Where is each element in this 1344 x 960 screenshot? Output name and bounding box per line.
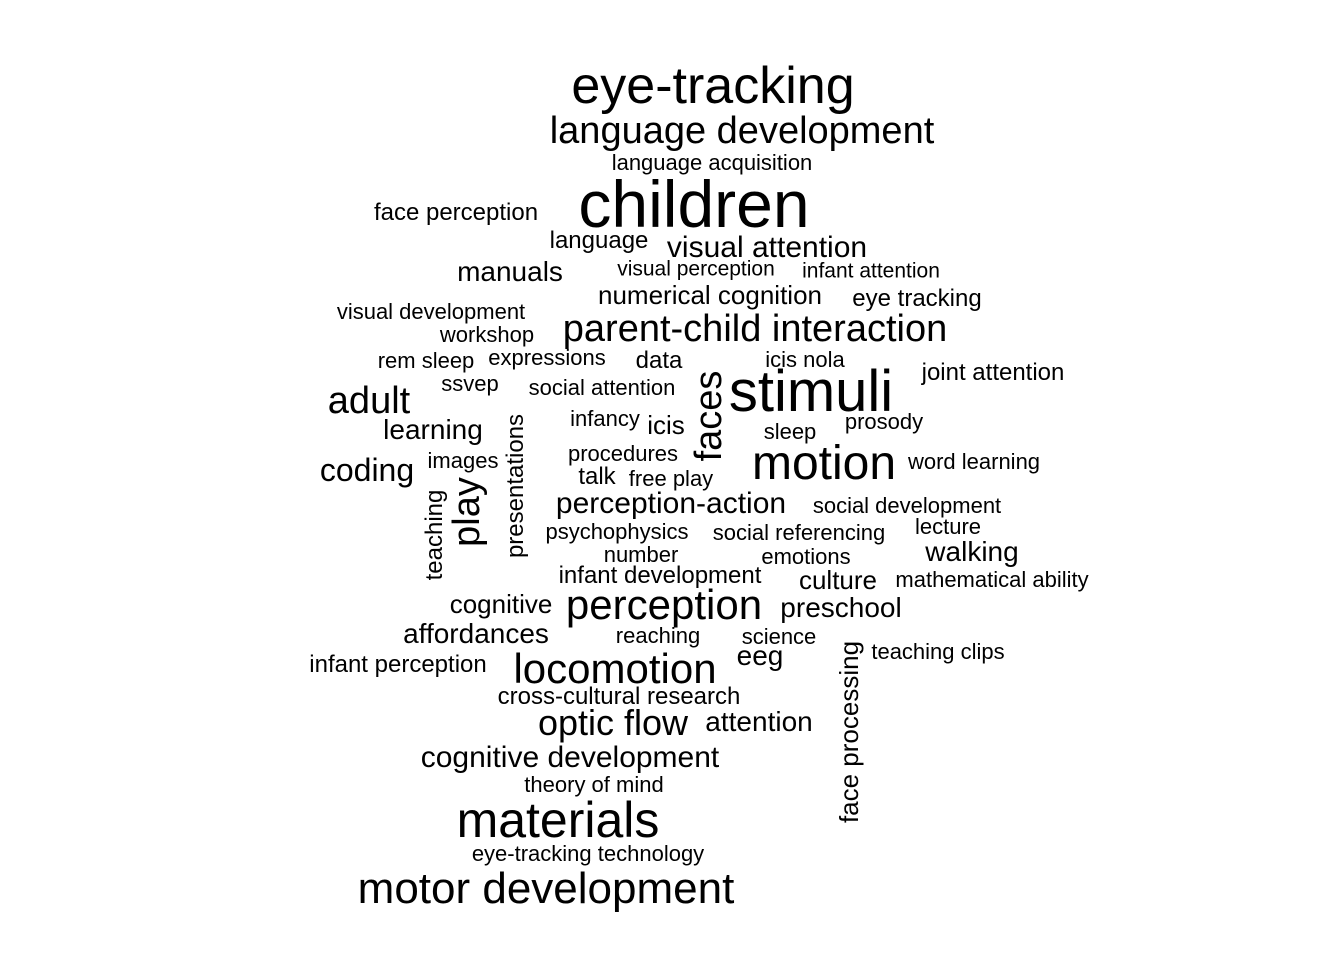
word-motion: motion bbox=[751, 437, 897, 490]
word-cognitive-development: cognitive development bbox=[420, 741, 720, 774]
word-procedures: procedures bbox=[567, 441, 679, 466]
word-locomotion: locomotion bbox=[513, 645, 717, 692]
word-eye-tracking-technology: eye-tracking technology bbox=[471, 841, 705, 866]
word-stimuli: stimuli bbox=[728, 359, 894, 424]
word-cognitive: cognitive bbox=[449, 589, 553, 619]
word-face-perception: face perception bbox=[373, 199, 539, 226]
word-infancy: infancy bbox=[570, 406, 640, 431]
word-lecture: lecture bbox=[914, 514, 982, 539]
word-teaching: teaching bbox=[421, 489, 448, 581]
word-visual-development: visual development bbox=[336, 299, 526, 324]
word-theory-of-mind: theory of mind bbox=[524, 772, 664, 797]
word-reaching: reaching bbox=[615, 623, 701, 648]
word-icis-nola: icis nola bbox=[765, 347, 845, 372]
word-infant-development: infant development bbox=[558, 562, 762, 589]
word-word-learning: word learning bbox=[907, 449, 1041, 474]
word-social-referencing: social referencing bbox=[712, 520, 886, 545]
word-walking: walking bbox=[925, 536, 1019, 567]
word-attention: attention bbox=[705, 706, 813, 737]
word-visual-perception: visual perception bbox=[617, 257, 775, 281]
word-numerical-cognition: numerical cognition bbox=[597, 280, 823, 310]
word-cross-cultural-research: cross-cultural research bbox=[497, 683, 741, 710]
word-talk: talk bbox=[578, 463, 616, 490]
word-eye-tracking: eye-tracking bbox=[571, 57, 855, 115]
word-culture: culture bbox=[798, 565, 878, 595]
word-optic-flow: optic flow bbox=[537, 702, 689, 743]
word-language: language bbox=[549, 227, 649, 254]
word-infant-attention: infant attention bbox=[802, 259, 940, 283]
word-perception-action: perception-action bbox=[555, 487, 787, 520]
word-motor-development: motor development bbox=[357, 864, 735, 913]
word-children: children bbox=[578, 167, 810, 241]
word-language-development: language development bbox=[549, 110, 935, 152]
word-manuals: manuals bbox=[457, 256, 563, 287]
word-parent-child-interaction: parent-child interaction bbox=[562, 308, 948, 350]
word-language-acquisition: language acquisition bbox=[611, 150, 813, 175]
word-emotions: emotions bbox=[761, 544, 851, 569]
word-images: images bbox=[427, 448, 499, 473]
word-icis: icis bbox=[647, 410, 685, 440]
word-sleep: sleep bbox=[763, 419, 817, 444]
word-mathematical-ability: mathematical ability bbox=[895, 567, 1089, 592]
word-perception: perception bbox=[565, 581, 763, 628]
word-number: number bbox=[603, 542, 679, 567]
word-data: data bbox=[635, 347, 683, 374]
word-expressions: expressions bbox=[488, 345, 606, 370]
word-learning: learning bbox=[383, 414, 483, 445]
word-face-processing: face processing bbox=[834, 640, 864, 824]
word-eye-tracking-2: eye tracking bbox=[852, 285, 982, 312]
word-presentations: presentations bbox=[502, 413, 529, 559]
word-eeg: eeg bbox=[736, 640, 784, 671]
word-infant-perception: infant perception bbox=[309, 651, 487, 678]
word-rem-sleep: rem sleep bbox=[377, 348, 475, 373]
word-adult: adult bbox=[327, 380, 411, 422]
word-social-attention: social attention bbox=[528, 375, 676, 400]
word-free-play: free play bbox=[628, 466, 714, 491]
word-psychophysics: psychophysics bbox=[545, 519, 689, 544]
word-science: science bbox=[741, 624, 817, 649]
word-social-development: social development bbox=[812, 493, 1002, 518]
word-affordances: affordances bbox=[403, 618, 549, 649]
word-visual-attention: visual attention bbox=[666, 231, 868, 264]
word-preschool: preschool bbox=[780, 592, 902, 623]
word-faces: faces bbox=[688, 370, 730, 462]
word-prosody: prosody bbox=[844, 409, 924, 434]
word-workshop: workshop bbox=[439, 322, 535, 347]
word-coding: coding bbox=[319, 452, 415, 488]
word-joint-attention: joint attention bbox=[921, 359, 1065, 386]
word-ssvep: ssvep bbox=[441, 371, 499, 396]
word-play: play bbox=[446, 477, 488, 547]
word-materials: materials bbox=[456, 792, 660, 848]
word-teaching-clips: teaching clips bbox=[871, 639, 1005, 664]
